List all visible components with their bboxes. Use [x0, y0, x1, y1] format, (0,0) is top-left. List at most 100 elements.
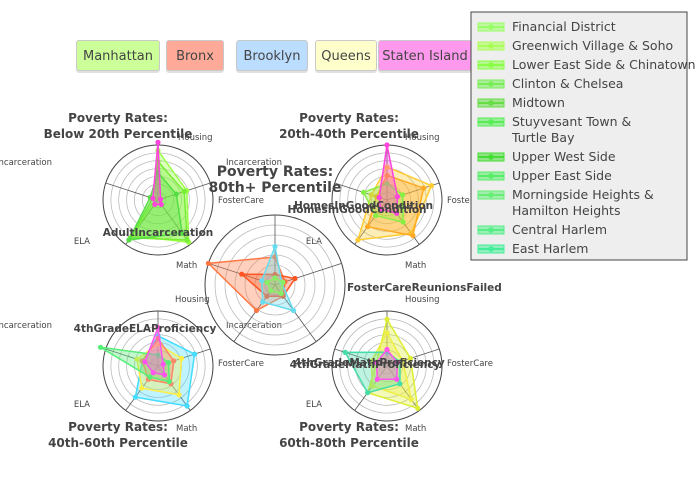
radar-overlap-label: AdultIncarceration [103, 227, 214, 239]
radar-axis-label: HomesInGoodCondition [294, 200, 433, 212]
legend-marker [488, 246, 494, 252]
legend-item[interactable]: Greenwich Village & Soho [477, 38, 673, 53]
legend-label: Financial District [512, 19, 616, 34]
radar-series-area [152, 142, 163, 206]
legend-item[interactable]: Clinton & Chelsea [477, 76, 623, 91]
radar-title: Poverty Rates: [299, 420, 399, 434]
radar-axis-label: Math [176, 424, 197, 434]
radar-data-point [179, 230, 185, 236]
radar-data-point [394, 376, 400, 382]
radar-data-point [147, 374, 153, 380]
radar-data-point [176, 392, 182, 398]
legend-item[interactable]: Morningside Heights &Hamilton Heights [477, 187, 654, 218]
radar-title: Poverty Rates: [68, 420, 168, 434]
radar-axis-label: Incarceration [226, 321, 282, 331]
radar-title: Poverty Rates: [68, 111, 168, 125]
radar-data-point [260, 299, 266, 305]
legend-item[interactable]: Financial District [477, 19, 616, 34]
radar-data-point [384, 164, 390, 170]
legend-label: Midtown [512, 95, 565, 110]
radar-data-point [428, 183, 435, 189]
radar-axis-label: FosterCare [447, 196, 493, 206]
radar-data-point [171, 358, 177, 364]
radar-data-point [160, 361, 166, 367]
radar-data-point [132, 394, 138, 400]
radar-series-area [375, 348, 399, 381]
radar-axis-label: ELA [74, 400, 90, 410]
radar-data-point [377, 206, 384, 212]
radar-data-point [173, 191, 179, 197]
radar-axis-spoke [354, 365, 388, 411]
legend-item[interactable]: Midtown [477, 95, 565, 110]
legend-item[interactable]: Central Harlem [477, 222, 607, 237]
radar-data-point [342, 349, 348, 355]
radar-series-area [356, 166, 433, 241]
radar-data-point [394, 194, 401, 200]
legend-item[interactable]: Upper West Side [477, 149, 616, 164]
legend-marker [488, 192, 494, 198]
legend-marker [488, 43, 494, 49]
legend-item[interactable]: Upper East Side [477, 168, 612, 183]
radar-data-point [368, 358, 374, 364]
radar-axis-label: FosterCare [447, 359, 493, 369]
radar-title: Poverty Rates: [299, 111, 399, 125]
radar-data-point [253, 307, 260, 314]
radar-axis-label: 4thGradeMathProficiency [294, 357, 445, 369]
legend-marker [488, 62, 494, 68]
radar-data-point [373, 213, 379, 219]
radar-data-point [184, 237, 190, 243]
radar-overlap-label: 4thGradeMathProficiency [290, 359, 441, 371]
radar-0: Housing FosterCare Math ELA Incarceration Adu… [0, 111, 264, 271]
radar-3: Housing FosterCare Math ELA Incarceration 4th… [226, 295, 493, 450]
radar-1: Housing FosterCare Math ELA Incarceration Hom… [226, 111, 493, 271]
radar-axis-label: FosterCare [218, 359, 264, 369]
radar-data-point [142, 359, 148, 365]
legend-label: Stuyvesant Town & [512, 114, 631, 129]
radar-axis-label: Math [405, 261, 426, 271]
radar-data-point [365, 224, 371, 230]
radar-data-point [126, 237, 132, 243]
radar-axis-label: FosterCare [218, 196, 264, 206]
borough-button-bronx[interactable]: Bronx [166, 40, 224, 71]
legend-label: Hamilton Heights [512, 203, 620, 218]
radar-data-point [152, 201, 158, 207]
radar-data-point [400, 192, 406, 198]
legend-marker [488, 227, 494, 233]
borough-button-brooklyn[interactable]: Brooklyn [236, 40, 308, 71]
radar-series-area [378, 144, 399, 215]
radar-title: 20th-40th Percentile [279, 127, 419, 141]
radar-data-point [369, 383, 376, 389]
radar-axis-label: Housing [405, 295, 440, 305]
radar-data-point [360, 189, 367, 195]
radar-data-point [415, 405, 421, 411]
borough-button-manhattan[interactable]: Manhattan [76, 40, 160, 71]
radar-data-point [150, 370, 156, 376]
radar-axis-label: Incarceration [0, 321, 52, 331]
legend-label: Greenwich Village & Soho [512, 38, 673, 53]
radar-data-point [97, 344, 104, 350]
radar-data-point [384, 180, 390, 187]
legend-item[interactable]: East Harlem [477, 241, 588, 256]
borough-button-staten-island[interactable]: Staten Island [378, 40, 472, 71]
radar-data-point [178, 355, 185, 361]
radar-axis-label: ELA [74, 237, 90, 247]
radar-title: Poverty Rates: [217, 164, 333, 180]
legend-label: Morningside Heights & [512, 187, 654, 202]
radar-4: HomesInGoodCondition FosterCareReunionsFa… [204, 164, 502, 369]
radar-data-point [421, 185, 427, 191]
legend-label: Upper West Side [512, 149, 616, 164]
radar-axis-label: Housing [405, 133, 440, 143]
radar-data-point [280, 279, 286, 285]
legend-item[interactable]: Stuyvesant Town &Turtle Bay [477, 114, 631, 145]
radar-series-area [366, 174, 425, 237]
radar-data-point [139, 385, 145, 391]
radar-data-point [155, 324, 161, 331]
radar-data-point [373, 360, 380, 366]
radar-series-area [144, 327, 166, 376]
legend-label: Upper East Side [512, 168, 612, 183]
radar-title: 80th+ Percentile [209, 180, 342, 196]
legend-item[interactable]: Lower East Side & Chinatown [477, 57, 696, 72]
borough-button-queens[interactable]: Queens [315, 40, 377, 71]
radar-data-point [384, 316, 390, 322]
radar-axis-spoke [157, 199, 191, 245]
